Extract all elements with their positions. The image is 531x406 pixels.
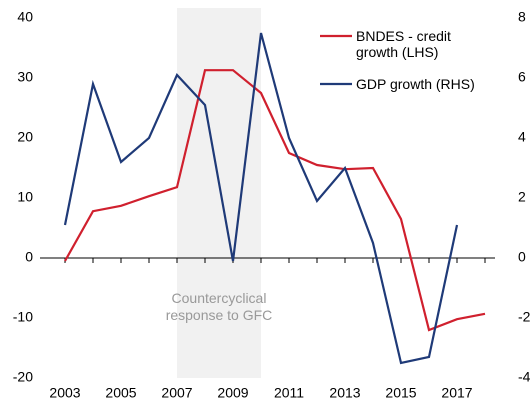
- x-tick-label: 2011: [274, 385, 304, 401]
- series-line: [63, 32, 459, 365]
- y-tick-label: 30: [17, 69, 33, 85]
- x-tick-label: 2005: [105, 385, 136, 401]
- y2-tick-label: 2: [518, 189, 526, 205]
- y-tick-label: -20: [13, 369, 33, 385]
- y2-tick-label: 4: [518, 129, 526, 145]
- y-tick-label: 10: [17, 189, 33, 205]
- x-tick-label: 2017: [441, 385, 472, 401]
- y2-tick-label: -4: [518, 369, 531, 385]
- series-line: [64, 69, 486, 332]
- y2-tick-label: 0: [518, 249, 526, 265]
- x-tick-label: 2003: [49, 385, 80, 401]
- legend-label: BNDES - credit growth (LHS): [356, 28, 451, 60]
- x-tick-label: 2007: [161, 385, 192, 401]
- x-tick-label: 2013: [329, 385, 360, 401]
- y-tick-label: 40: [17, 9, 33, 25]
- y-tick-label: -10: [13, 309, 33, 325]
- annotation: Countercyclical response to GFC: [165, 290, 273, 323]
- y2-tick-label: 8: [518, 9, 526, 25]
- legend-label: GDP growth (RHS): [356, 76, 475, 92]
- y2-tick-label: -2: [518, 309, 531, 325]
- x-tick-label: 2015: [385, 385, 416, 401]
- y2-tick-label: 6: [518, 69, 526, 85]
- y-tick-label: 20: [17, 129, 33, 145]
- y-tick-label: 0: [25, 249, 33, 265]
- x-tick-label: 2009: [217, 385, 248, 401]
